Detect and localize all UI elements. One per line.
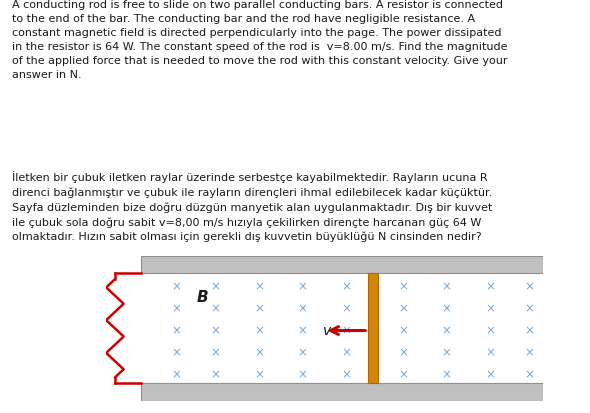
Text: ×: × — [398, 280, 408, 293]
Text: ×: × — [211, 346, 220, 359]
Text: ×: × — [525, 324, 535, 337]
Text: ×: × — [486, 324, 496, 337]
Text: ×: × — [211, 324, 220, 337]
Text: ×: × — [525, 368, 535, 381]
Text: ×: × — [298, 368, 307, 381]
Text: ×: × — [211, 302, 220, 315]
Text: ×: × — [398, 346, 408, 359]
Bar — [368, 273, 378, 383]
Text: ×: × — [525, 346, 535, 359]
Text: ×: × — [254, 302, 264, 315]
Text: ×: × — [525, 280, 535, 293]
Text: ×: × — [298, 346, 307, 359]
Text: ×: × — [254, 324, 264, 337]
Text: ×: × — [342, 302, 351, 315]
Text: ×: × — [171, 302, 181, 315]
Text: ×: × — [211, 368, 220, 381]
Text: ×: × — [171, 346, 181, 359]
Text: ×: × — [342, 346, 351, 359]
Text: ×: × — [442, 324, 452, 337]
Text: ×: × — [342, 324, 351, 337]
Text: ×: × — [211, 280, 220, 293]
Text: ×: × — [525, 302, 535, 315]
Text: ×: × — [254, 280, 264, 293]
Text: ×: × — [398, 302, 408, 315]
Text: ×: × — [486, 346, 496, 359]
Text: ×: × — [486, 280, 496, 293]
Text: ×: × — [442, 346, 452, 359]
Text: v: v — [323, 323, 331, 337]
Bar — [141, 383, 543, 401]
Text: ×: × — [298, 280, 307, 293]
Text: ×: × — [342, 280, 351, 293]
Text: ×: × — [171, 280, 181, 293]
Text: ×: × — [298, 302, 307, 315]
Text: ×: × — [442, 302, 452, 315]
Text: ×: × — [254, 368, 264, 381]
Text: B: B — [196, 290, 208, 305]
Text: ×: × — [442, 280, 452, 293]
Text: ×: × — [171, 368, 181, 381]
Text: ×: × — [398, 324, 408, 337]
Text: ×: × — [486, 302, 496, 315]
Text: ×: × — [486, 368, 496, 381]
Bar — [141, 256, 543, 273]
Text: ×: × — [442, 368, 452, 381]
Text: ×: × — [254, 346, 264, 359]
Text: İletken bir çubuk iletken raylar üzerinde serbestçe kayabilmektedir. Rayların uc: İletken bir çubuk iletken raylar üzerind… — [12, 171, 492, 242]
Text: A conducting rod is free to slide on two parallel conducting bars. A resistor is: A conducting rod is free to slide on two… — [12, 0, 507, 80]
Text: ×: × — [171, 324, 181, 337]
Text: ×: × — [342, 368, 351, 381]
Text: ×: × — [298, 324, 307, 337]
Text: ×: × — [398, 368, 408, 381]
